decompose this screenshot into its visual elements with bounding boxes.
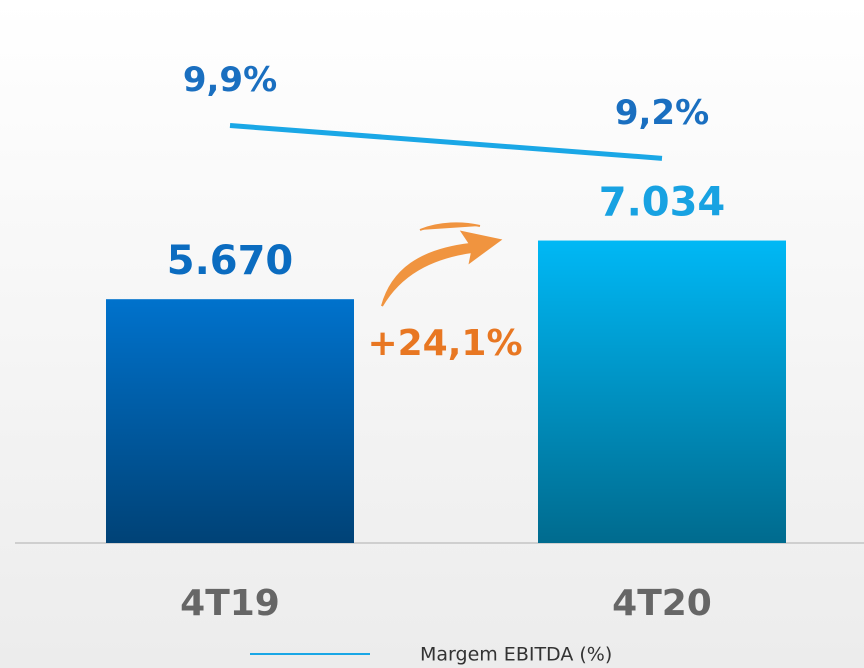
legend-label: Margem EBITDA (%): [420, 644, 612, 666]
line-value-label: 9,9%: [183, 60, 277, 100]
x-tick-label: 4T20: [612, 583, 712, 624]
line: [229, 123, 663, 161]
growth-annotation: +24,1%: [367, 323, 522, 364]
bar: [106, 299, 354, 543]
growth-arrow: [381, 222, 503, 307]
bar: [538, 240, 786, 543]
bar-value-label: 5.670: [167, 238, 294, 284]
x-tick-label: 4T19: [180, 583, 280, 624]
bar-value-label: 7.034: [599, 180, 726, 226]
line-value-label: 9,2%: [615, 93, 709, 133]
